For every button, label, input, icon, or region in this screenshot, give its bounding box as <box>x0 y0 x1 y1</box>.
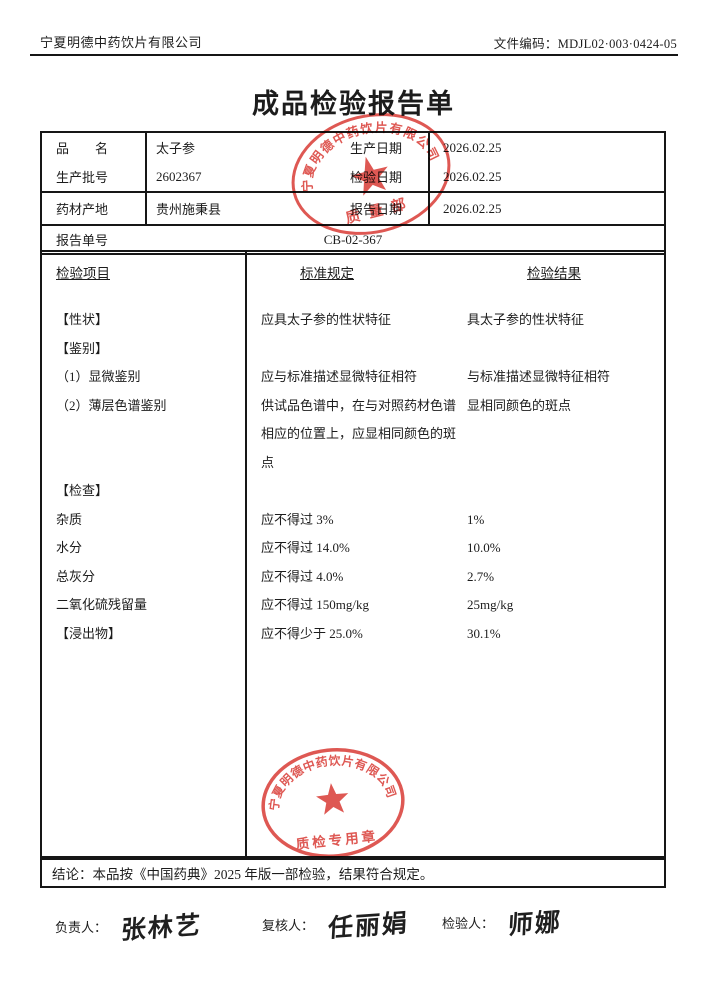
conclusion-bar: 结论：本品按《中国药典》2025 年版一部检验，结果符合规定。 <box>40 858 666 888</box>
signature-row: 负责人： 张林艺 复核人： 任丽娟 检验人： 师娜 <box>40 898 680 954</box>
inspector-label: 检验人： <box>442 915 495 931</box>
responsible-signature: 张林艺 <box>120 910 203 945</box>
table-row: 二氧化硫残留量 应不得过 150mg/kg 25mg/kg <box>56 597 514 612</box>
origin-value: 贵州施秉县 <box>156 202 222 217</box>
header-result: 检验结果 <box>527 266 581 281</box>
page-title: 成品检验报告单 <box>252 89 455 119</box>
header-rule <box>30 54 678 56</box>
reviewer-label: 复核人： <box>262 917 315 933</box>
table-row: 【性状】 应具太子参的性状特征 具太子参的性状特征 <box>56 312 585 327</box>
conclusion-text: 结论：本品按《中国药典》2025 年版一部检验，结果符合规定。 <box>52 867 434 882</box>
quality-dept-stamp-icon: 宁夏明德中药饮片有限公司 质量部 <box>287 110 451 235</box>
signature-reviewer: 复核人： 任丽娟 <box>262 906 410 943</box>
stamp-star-icon <box>350 156 388 196</box>
info-row-origin: 药材产地 贵州施秉县 报告日期 2026.02.25 <box>42 193 664 224</box>
document-code-value: MDJL02·003·0424-05 <box>557 37 677 51</box>
inspection-table-header: 检验项目 标准规定 检验结果 <box>42 262 664 282</box>
batch-value: 2602367 <box>156 168 202 184</box>
table-row: 【鉴别】 <box>56 340 109 356</box>
inspection-table: 检验项目 标准规定 检验结果 【性状】 应具太子参的性状特征 具太子参的性状特征… <box>40 250 666 858</box>
qc-seal-stamp-icon: 宁夏明德中药饮片有限公司 质检专用章 <box>261 746 405 858</box>
report-number-value: CB-02-367 <box>323 231 383 247</box>
document-code: 文件编码：MDJL02·003·0424-05 <box>494 33 677 52</box>
batch-label: 生产批号 <box>42 162 147 191</box>
company-name: 宁夏明德中药饮片有限公司 <box>40 35 203 50</box>
table-row: 【浸出物】 应不得少于 25.0% 30.1% <box>56 625 501 641</box>
signature-responsible: 负责人： 张林艺 <box>55 908 203 945</box>
info-row-3: 药材产地 贵州施秉县 报告日期 2026.02.25 <box>42 191 664 224</box>
product-name-value: 太子参 <box>156 141 196 156</box>
report-number-row: 报告单号 CB-02-367 <box>42 224 664 253</box>
production-date-value: 2026.02.25 <box>443 139 502 155</box>
origin-label: 药材产地 <box>42 193 147 224</box>
table-row: （2）薄层色谱鉴别 供试品色谱中，在与对照药材色谱相应的位置上，应显相同颜色的斑… <box>56 397 572 470</box>
report-date-value: 2026.02.25 <box>443 200 502 216</box>
inspection-table-body: 【性状】 应具太子参的性状特征 具太子参的性状特征 【鉴别】 （1）显微鉴别 应… <box>42 306 664 648</box>
product-name-cell: 太子参 生产日期 <box>147 133 430 162</box>
report-date-label: 报告日期 <box>349 202 402 217</box>
production-date-label: 生产日期 <box>349 141 402 156</box>
table-row: （1）显微鉴别 应与标准描述显微特征相符 与标准描述显微特征相符 <box>56 369 611 384</box>
responsible-label: 负责人： <box>55 919 108 935</box>
table-row: 【检查】 <box>56 483 109 498</box>
report-number-label: 报告单号 <box>56 233 109 248</box>
document-code-label: 文件编码： <box>493 37 558 51</box>
header-standard: 标准规定 <box>300 266 354 281</box>
signature-inspector: 检验人： 师娜 <box>442 904 563 940</box>
column-divider <box>245 252 247 856</box>
reviewer-signature: 任丽娟 <box>327 908 410 943</box>
inspection-date-value: 2026.02.25 <box>443 168 502 184</box>
header-item: 检验项目 <box>56 266 110 281</box>
stamp-star-icon <box>316 783 349 815</box>
table-row: 总灰分 应不得过 4.0% 2.7% <box>56 568 495 584</box>
inspector-signature: 师娜 <box>507 907 563 940</box>
table-row: 杂质 应不得过 3% 1% <box>56 511 485 527</box>
info-row-product-name: 品 名 太子参 生产日期 2026.02.25 <box>42 133 664 162</box>
product-name-label: 品 名 <box>42 133 147 162</box>
table-row: 水分 应不得过 14.0% 10.0% <box>56 540 501 555</box>
